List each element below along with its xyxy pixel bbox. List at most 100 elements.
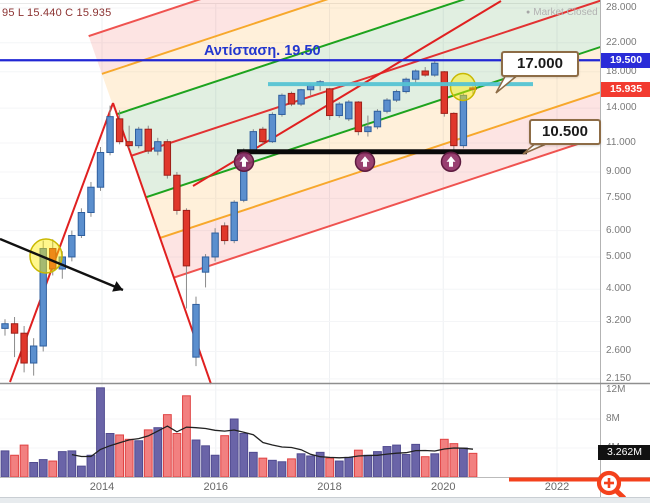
status-dot-icon: ●: [526, 9, 531, 16]
price-callout-17000[interactable]: 17.000: [501, 51, 579, 77]
candle-body: [431, 62, 439, 76]
price-tick-label: 2.600: [606, 345, 632, 357]
volume-bar: [86, 454, 96, 478]
price-callout-10500[interactable]: 10.500: [529, 119, 601, 145]
volume-bar: [334, 460, 344, 478]
candle-body: [68, 234, 76, 258]
candle-body: [192, 303, 200, 358]
candle-body: [287, 92, 296, 105]
volume-bar: [10, 454, 19, 478]
up-arrow-marker[interactable]: [233, 151, 255, 172]
volume-bar: [430, 453, 440, 478]
volume-bar: [210, 454, 220, 478]
candle-body: [106, 116, 114, 153]
candle-body: [39, 248, 47, 347]
year-label: 2014: [89, 481, 115, 493]
candle-body: [230, 201, 238, 242]
volume-bar: [182, 395, 191, 478]
volume-tick-label: 12M: [606, 384, 626, 395]
year-label: 2022: [544, 481, 570, 493]
candle-body: [411, 70, 420, 80]
volume-bar: [220, 435, 230, 478]
resistance-price-badge: 19.500: [601, 52, 650, 68]
candle-body: [125, 141, 133, 147]
bottom-toolbar[interactable]: [0, 497, 650, 503]
market-status-label: Market Closed: [533, 7, 598, 18]
volume-bar: [239, 433, 249, 478]
candle-body: [29, 345, 38, 364]
volume-bar: [468, 452, 478, 478]
volume-bar: [201, 445, 210, 478]
up-arrow-marker[interactable]: [354, 151, 376, 172]
candle-body: [268, 113, 277, 143]
volume-bar: [325, 457, 335, 478]
resistance-annotation-label[interactable]: Αντίσταση. 19.50: [204, 43, 321, 59]
volume-bar: [124, 438, 134, 478]
volume-bar: [248, 451, 258, 478]
price-tick-label: 22.000: [606, 36, 637, 48]
volume-bar: [411, 443, 421, 478]
volume-bar: [449, 443, 459, 478]
price-tick-label: 28.000: [606, 1, 637, 13]
market-status: ● Market Closed: [526, 7, 598, 18]
candle-body: [10, 323, 19, 334]
candle-body: [326, 88, 334, 117]
candle-body: [297, 89, 305, 105]
candle-body: [364, 126, 372, 133]
candle-body: [154, 141, 162, 152]
volume-bar: [19, 444, 29, 478]
volume-bar: [382, 446, 392, 478]
candle-body: [345, 101, 353, 120]
candle-body: [220, 225, 229, 242]
volume-bar: [401, 454, 411, 478]
volume-bar: [459, 447, 468, 478]
volume-bar: [296, 453, 306, 478]
volume-bar: [67, 450, 77, 478]
candle-body: [201, 256, 210, 273]
candle-body: [354, 101, 363, 133]
candle-body: [421, 70, 429, 76]
candle-body: [163, 141, 172, 176]
volume-bar: [38, 459, 48, 478]
volume-bar: [57, 451, 67, 478]
year-label: 2018: [317, 481, 342, 493]
volume-bar: [268, 459, 277, 478]
up-arrow-marker[interactable]: [440, 151, 462, 172]
volume-bar: [344, 456, 354, 478]
volume-bar: [363, 454, 373, 478]
volume-bar: [353, 449, 363, 478]
up-arrow-icon: [446, 156, 456, 167]
candle-body: [1, 323, 9, 329]
candle-body: [249, 131, 258, 152]
price-tick-label: 11.000: [606, 136, 636, 148]
last-price-badge: 15.935: [601, 81, 650, 97]
chart-drawing-layer: [0, 0, 600, 478]
candle-body: [259, 128, 267, 143]
candle-body: [392, 91, 401, 101]
price-axis[interactable]: 19.500 15.935 3.262M 28.000 22.000 18.000 1…: [598, 0, 650, 497]
highlight-ellipse[interactable]: [449, 72, 477, 102]
highlight-ellipse[interactable]: [29, 238, 63, 274]
price-tick-label: 14.000: [606, 102, 637, 114]
last-volume-badge: 3.262M: [598, 445, 650, 461]
volume-bar: [306, 455, 316, 478]
candle-body: [144, 128, 152, 152]
volume-bar: [162, 414, 172, 478]
price-tick-label: 9.000: [606, 165, 632, 177]
candle-body: [450, 112, 458, 147]
black-arrow-head: [112, 281, 123, 292]
volume-bar: [96, 387, 105, 478]
volume-ma-line: [71, 425, 474, 459]
price-tick-label: 5.000: [606, 250, 632, 262]
black-trend-arrow[interactable]: [0, 237, 124, 292]
candle-body: [211, 232, 219, 258]
volume-bar: [153, 427, 163, 478]
volume-bar: [48, 460, 58, 478]
time-axis[interactable]: 2014 2016 2018 2020 2022: [0, 478, 650, 497]
volume-bar: [29, 462, 39, 478]
ohlc-readout: 95 L 15.440 C 15.935: [2, 7, 112, 19]
candle-body: [20, 332, 28, 364]
candle-body: [77, 212, 86, 236]
candle-body: [182, 209, 191, 267]
